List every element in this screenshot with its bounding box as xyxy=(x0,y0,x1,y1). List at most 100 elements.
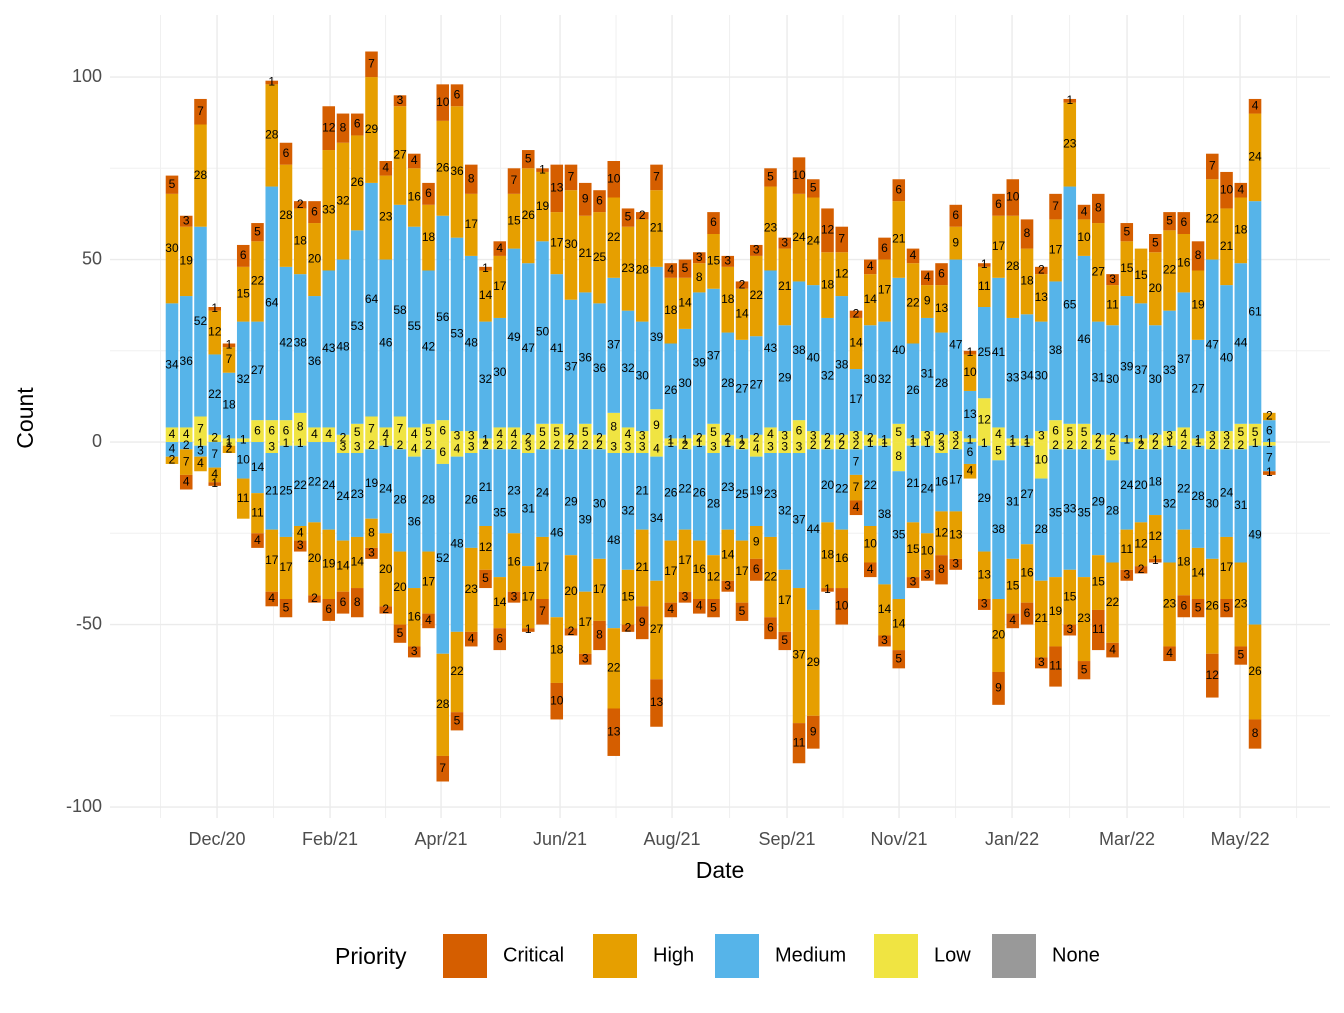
segment-label: 1 xyxy=(1066,93,1073,107)
bar-segment xyxy=(678,442,692,450)
bar-segment xyxy=(921,285,934,318)
segment-label: 2 xyxy=(226,442,233,456)
segment-label: 36 xyxy=(408,515,422,529)
segment-label: 10 xyxy=(963,365,977,379)
segment-label: 2 xyxy=(739,438,746,452)
segment-label: 23 xyxy=(1234,597,1248,611)
bar-segment xyxy=(1035,580,1048,658)
bar-segment xyxy=(635,529,649,607)
segment-label: 30 xyxy=(593,496,607,510)
bar-segment xyxy=(365,547,378,559)
bar-segment xyxy=(222,442,236,446)
segment-label: 1 xyxy=(1195,436,1202,450)
segment-label: 2 xyxy=(1138,562,1145,576)
bar-segment xyxy=(1063,569,1077,625)
bar-segment xyxy=(1163,212,1176,231)
bar-segment xyxy=(1035,657,1048,669)
segment-label: 5 xyxy=(553,425,560,439)
bar-segment xyxy=(407,427,421,443)
segment-label: 18 xyxy=(1149,474,1163,488)
bar-segment xyxy=(521,628,535,632)
segment-label: 17 xyxy=(579,615,593,629)
bar-segment xyxy=(479,270,492,322)
segment-label: 44 xyxy=(1234,336,1248,350)
segment-label: 2 xyxy=(1152,438,1159,452)
bar-segment xyxy=(1206,653,1219,698)
segment-label: 32 xyxy=(237,372,251,386)
bar-segment xyxy=(892,650,906,669)
segment-label: 29 xyxy=(778,370,792,384)
bar-segment xyxy=(436,120,450,216)
bar-segment xyxy=(1020,219,1034,249)
segment-label: 7 xyxy=(211,447,218,461)
segment-label: 2 xyxy=(625,620,632,634)
segment-label: 20 xyxy=(992,628,1006,642)
segment-label: 4 xyxy=(211,467,218,481)
bar-segment xyxy=(493,241,507,256)
bar-segment xyxy=(949,558,963,570)
segment-label: 1 xyxy=(525,622,532,636)
segment-label: 1 xyxy=(910,436,917,450)
segment-label: 3 xyxy=(924,567,931,581)
bar-segment xyxy=(692,292,706,435)
segment-label: 36 xyxy=(450,164,464,178)
segment-label: 15 xyxy=(1006,578,1020,592)
bar-segment xyxy=(436,420,450,443)
bar-segment xyxy=(621,569,635,625)
bar-segment xyxy=(650,580,663,680)
bar-segment xyxy=(308,223,321,297)
bar-segment xyxy=(1035,266,1048,275)
segment-label: 12 xyxy=(835,266,849,280)
bar-segment xyxy=(1049,420,1062,443)
bar-segment xyxy=(978,445,991,552)
segment-label: 5 xyxy=(254,224,261,238)
segment-label: 32 xyxy=(336,193,350,207)
segment-label: 26 xyxy=(436,160,450,174)
segment-label: 18 xyxy=(821,547,835,561)
bar-segment xyxy=(721,255,735,267)
bar-segment xyxy=(821,522,834,589)
bar-segment xyxy=(407,588,421,647)
segment-label: 38 xyxy=(294,336,308,350)
legend-label: None xyxy=(1052,944,1100,966)
segment-label: 19 xyxy=(1191,297,1205,311)
bar-segment xyxy=(265,80,279,85)
segment-label: 17 xyxy=(465,217,479,231)
bar-segment xyxy=(1177,427,1191,443)
segment-label: 20 xyxy=(1149,281,1163,295)
segment-label: 21 xyxy=(479,480,493,494)
segment-label: 15 xyxy=(1063,589,1077,603)
segment-label: 1 xyxy=(226,436,233,450)
segment-label: 2 xyxy=(753,431,760,445)
bar-segment xyxy=(1020,438,1034,443)
segment-label: 3 xyxy=(938,440,945,454)
bar-segment xyxy=(1106,442,1119,461)
segment-label: 3 xyxy=(753,243,760,257)
bar-segment xyxy=(764,186,777,271)
segment-label: 19 xyxy=(536,199,550,213)
segment-label: 3 xyxy=(468,440,475,454)
segment-label: 18 xyxy=(1177,555,1191,569)
bar-segment xyxy=(578,591,592,654)
bar-segment xyxy=(1149,252,1162,326)
segment-label: 5 xyxy=(625,210,632,224)
bar-segment xyxy=(1220,536,1233,599)
segment-label: 38 xyxy=(992,522,1006,536)
segment-label: 48 xyxy=(450,536,464,550)
segment-label: 22 xyxy=(208,387,222,401)
segment-label: 24 xyxy=(336,489,350,503)
bar-segment xyxy=(393,95,407,107)
bar-segment xyxy=(1163,442,1176,446)
segment-label: 9 xyxy=(639,615,646,629)
segment-label: 34 xyxy=(650,511,664,525)
segment-label: 31 xyxy=(522,502,536,516)
segment-label: 3 xyxy=(610,440,617,454)
segment-label: 2 xyxy=(525,431,532,445)
bar-segment xyxy=(1234,449,1248,563)
bar-segment xyxy=(778,248,792,326)
bar-segment xyxy=(1206,442,1219,450)
bar-segment xyxy=(963,463,977,479)
segment-label: 4 xyxy=(325,427,332,441)
segment-label: 21 xyxy=(906,476,920,490)
bar-segment xyxy=(735,442,749,450)
